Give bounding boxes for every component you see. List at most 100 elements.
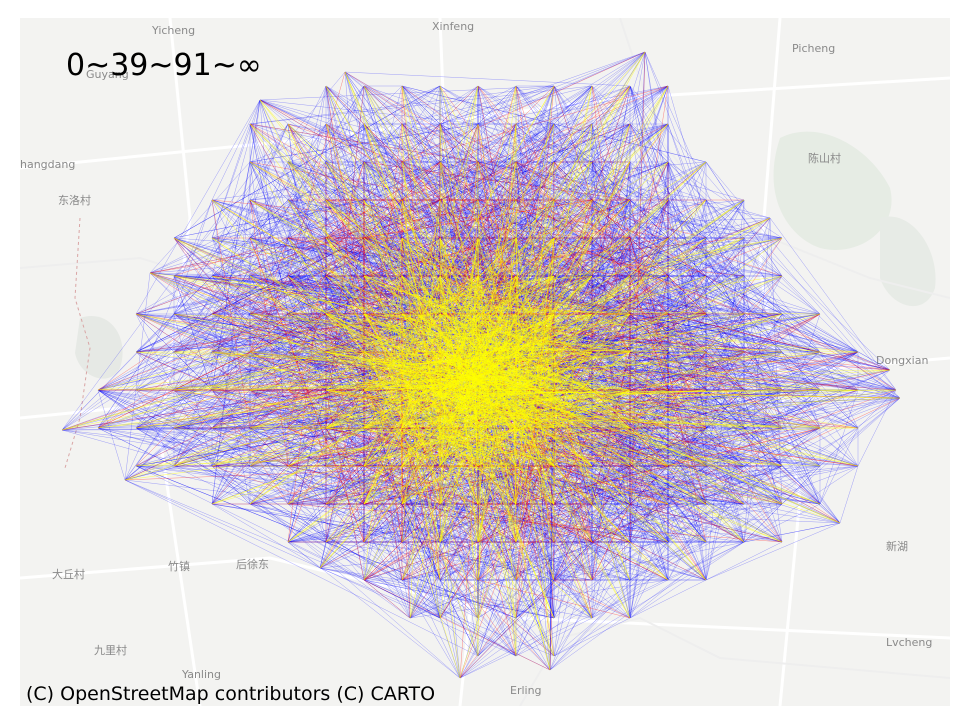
flow-line [591, 427, 707, 467]
flow-line [477, 237, 631, 277]
flow-line [135, 427, 403, 581]
flow-line [667, 237, 783, 277]
flow-line [325, 85, 365, 429]
flow-line [439, 503, 707, 581]
flow-line [481, 457, 517, 581]
flow-line [124, 339, 483, 481]
flow-line [667, 275, 707, 391]
flow-line [505, 286, 821, 391]
flow-line [477, 427, 783, 619]
flow-line [667, 199, 783, 353]
flow-line [211, 420, 430, 429]
flow-line [477, 123, 593, 353]
flow-line [477, 51, 646, 125]
flow-line [397, 199, 479, 348]
flow-line [484, 393, 555, 581]
flow-line [439, 237, 669, 277]
flow-line [344, 71, 631, 87]
flow-line [135, 313, 399, 417]
flow-line [363, 85, 593, 201]
flow-line [173, 275, 213, 391]
place-label: 新湖 [886, 539, 908, 553]
flow-line [135, 99, 261, 315]
flow-line [97, 389, 126, 481]
place-label: hangdang [20, 158, 75, 171]
flow-line [515, 85, 859, 429]
flow-line [249, 237, 669, 315]
flow-line [173, 85, 669, 315]
flow-line [325, 123, 517, 277]
flow-line [325, 313, 517, 657]
flow-line [401, 123, 707, 391]
flow-line [363, 275, 821, 315]
flow-line [439, 123, 669, 239]
flow-line [743, 522, 841, 543]
flow-line [553, 123, 783, 391]
flow-line [439, 85, 631, 277]
flow-line [173, 85, 479, 277]
flow-line [173, 275, 479, 315]
flow-line [465, 275, 783, 413]
flow-line [135, 465, 327, 543]
flow-line [439, 313, 631, 619]
flow-line [401, 51, 646, 277]
flow-line [401, 85, 669, 201]
flow-line [705, 237, 745, 467]
place-label: Xinfeng [432, 20, 474, 33]
flow-line [135, 465, 551, 671]
flow-line [482, 446, 555, 505]
flow-line [418, 368, 707, 505]
flow-line [325, 161, 441, 353]
flow-line [259, 99, 859, 391]
map-frame[interactable]: Yicheng Xinfeng Picheng Guyang hangdang … [20, 18, 950, 706]
flow-line [287, 275, 897, 391]
flow-line [325, 199, 441, 239]
flow-line [445, 341, 859, 353]
flow-line [553, 85, 669, 391]
flow-line [173, 465, 669, 543]
flow-line [644, 51, 707, 429]
flow-line [173, 275, 631, 315]
flow-line [401, 376, 466, 505]
flow-line [428, 161, 593, 320]
flow-line [515, 199, 593, 315]
flow-line [743, 369, 891, 429]
legend-title: 0~39~91~∞ [66, 48, 262, 83]
flow-line [135, 199, 213, 391]
flow-line [543, 237, 745, 322]
flow-line [428, 237, 707, 431]
flow-line [287, 123, 484, 340]
flow-line [406, 237, 517, 308]
flow-line [249, 199, 517, 429]
flow-line [515, 85, 669, 277]
flow-line [553, 85, 669, 163]
flow-line [124, 199, 327, 481]
basemap-road [158, 18, 202, 706]
flow-line [363, 275, 425, 366]
flow-line [591, 199, 631, 543]
flow-line [401, 85, 555, 125]
flow-line [487, 85, 669, 397]
flow-line [591, 541, 631, 581]
flow-line [135, 427, 403, 581]
flow-line [477, 363, 841, 524]
flow-line [135, 351, 365, 391]
flow-line [439, 298, 505, 543]
flow-line [249, 398, 402, 429]
flow-line [363, 85, 479, 315]
flow-line [629, 85, 669, 239]
flow-line [61, 275, 213, 431]
flow-line [363, 579, 411, 619]
flow-line [287, 389, 365, 429]
flow-line [515, 161, 555, 543]
flow-line [287, 389, 551, 671]
flow-line [287, 465, 821, 505]
flow-line [439, 427, 821, 543]
flow-line [363, 85, 471, 336]
flow-line [482, 400, 555, 543]
flow-line [473, 378, 821, 505]
flow-line [211, 51, 646, 429]
flow-line [629, 123, 707, 239]
flow-line [325, 389, 517, 657]
flow-line [211, 199, 327, 315]
